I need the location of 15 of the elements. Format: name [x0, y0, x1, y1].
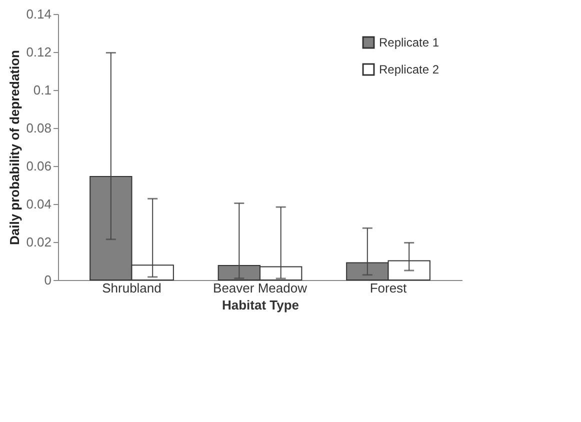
y-tick-label: 0.1 [33, 82, 52, 98]
x-tick-label: Forest [370, 280, 408, 296]
y-axis-title: Daily probability of depredation [7, 50, 22, 246]
y-tick-label: 0 [44, 272, 52, 288]
y-tick-label: 0.06 [26, 158, 52, 174]
x-tick-label: Beaver Meadow [213, 280, 308, 296]
y-tick-label: 0.08 [26, 120, 52, 136]
legend-label: Replicate 1 [379, 36, 440, 50]
y-tick-label: 0.14 [26, 6, 52, 22]
y-tick-label: 0.02 [26, 234, 52, 250]
legend-label: Replicate 2 [379, 62, 440, 76]
x-tick-label: Shrubland [102, 280, 162, 296]
x-axis-title: Habitat Type [222, 298, 300, 312]
y-tick-label: 0.04 [26, 196, 52, 212]
y-tick-label: 0.12 [26, 44, 52, 60]
